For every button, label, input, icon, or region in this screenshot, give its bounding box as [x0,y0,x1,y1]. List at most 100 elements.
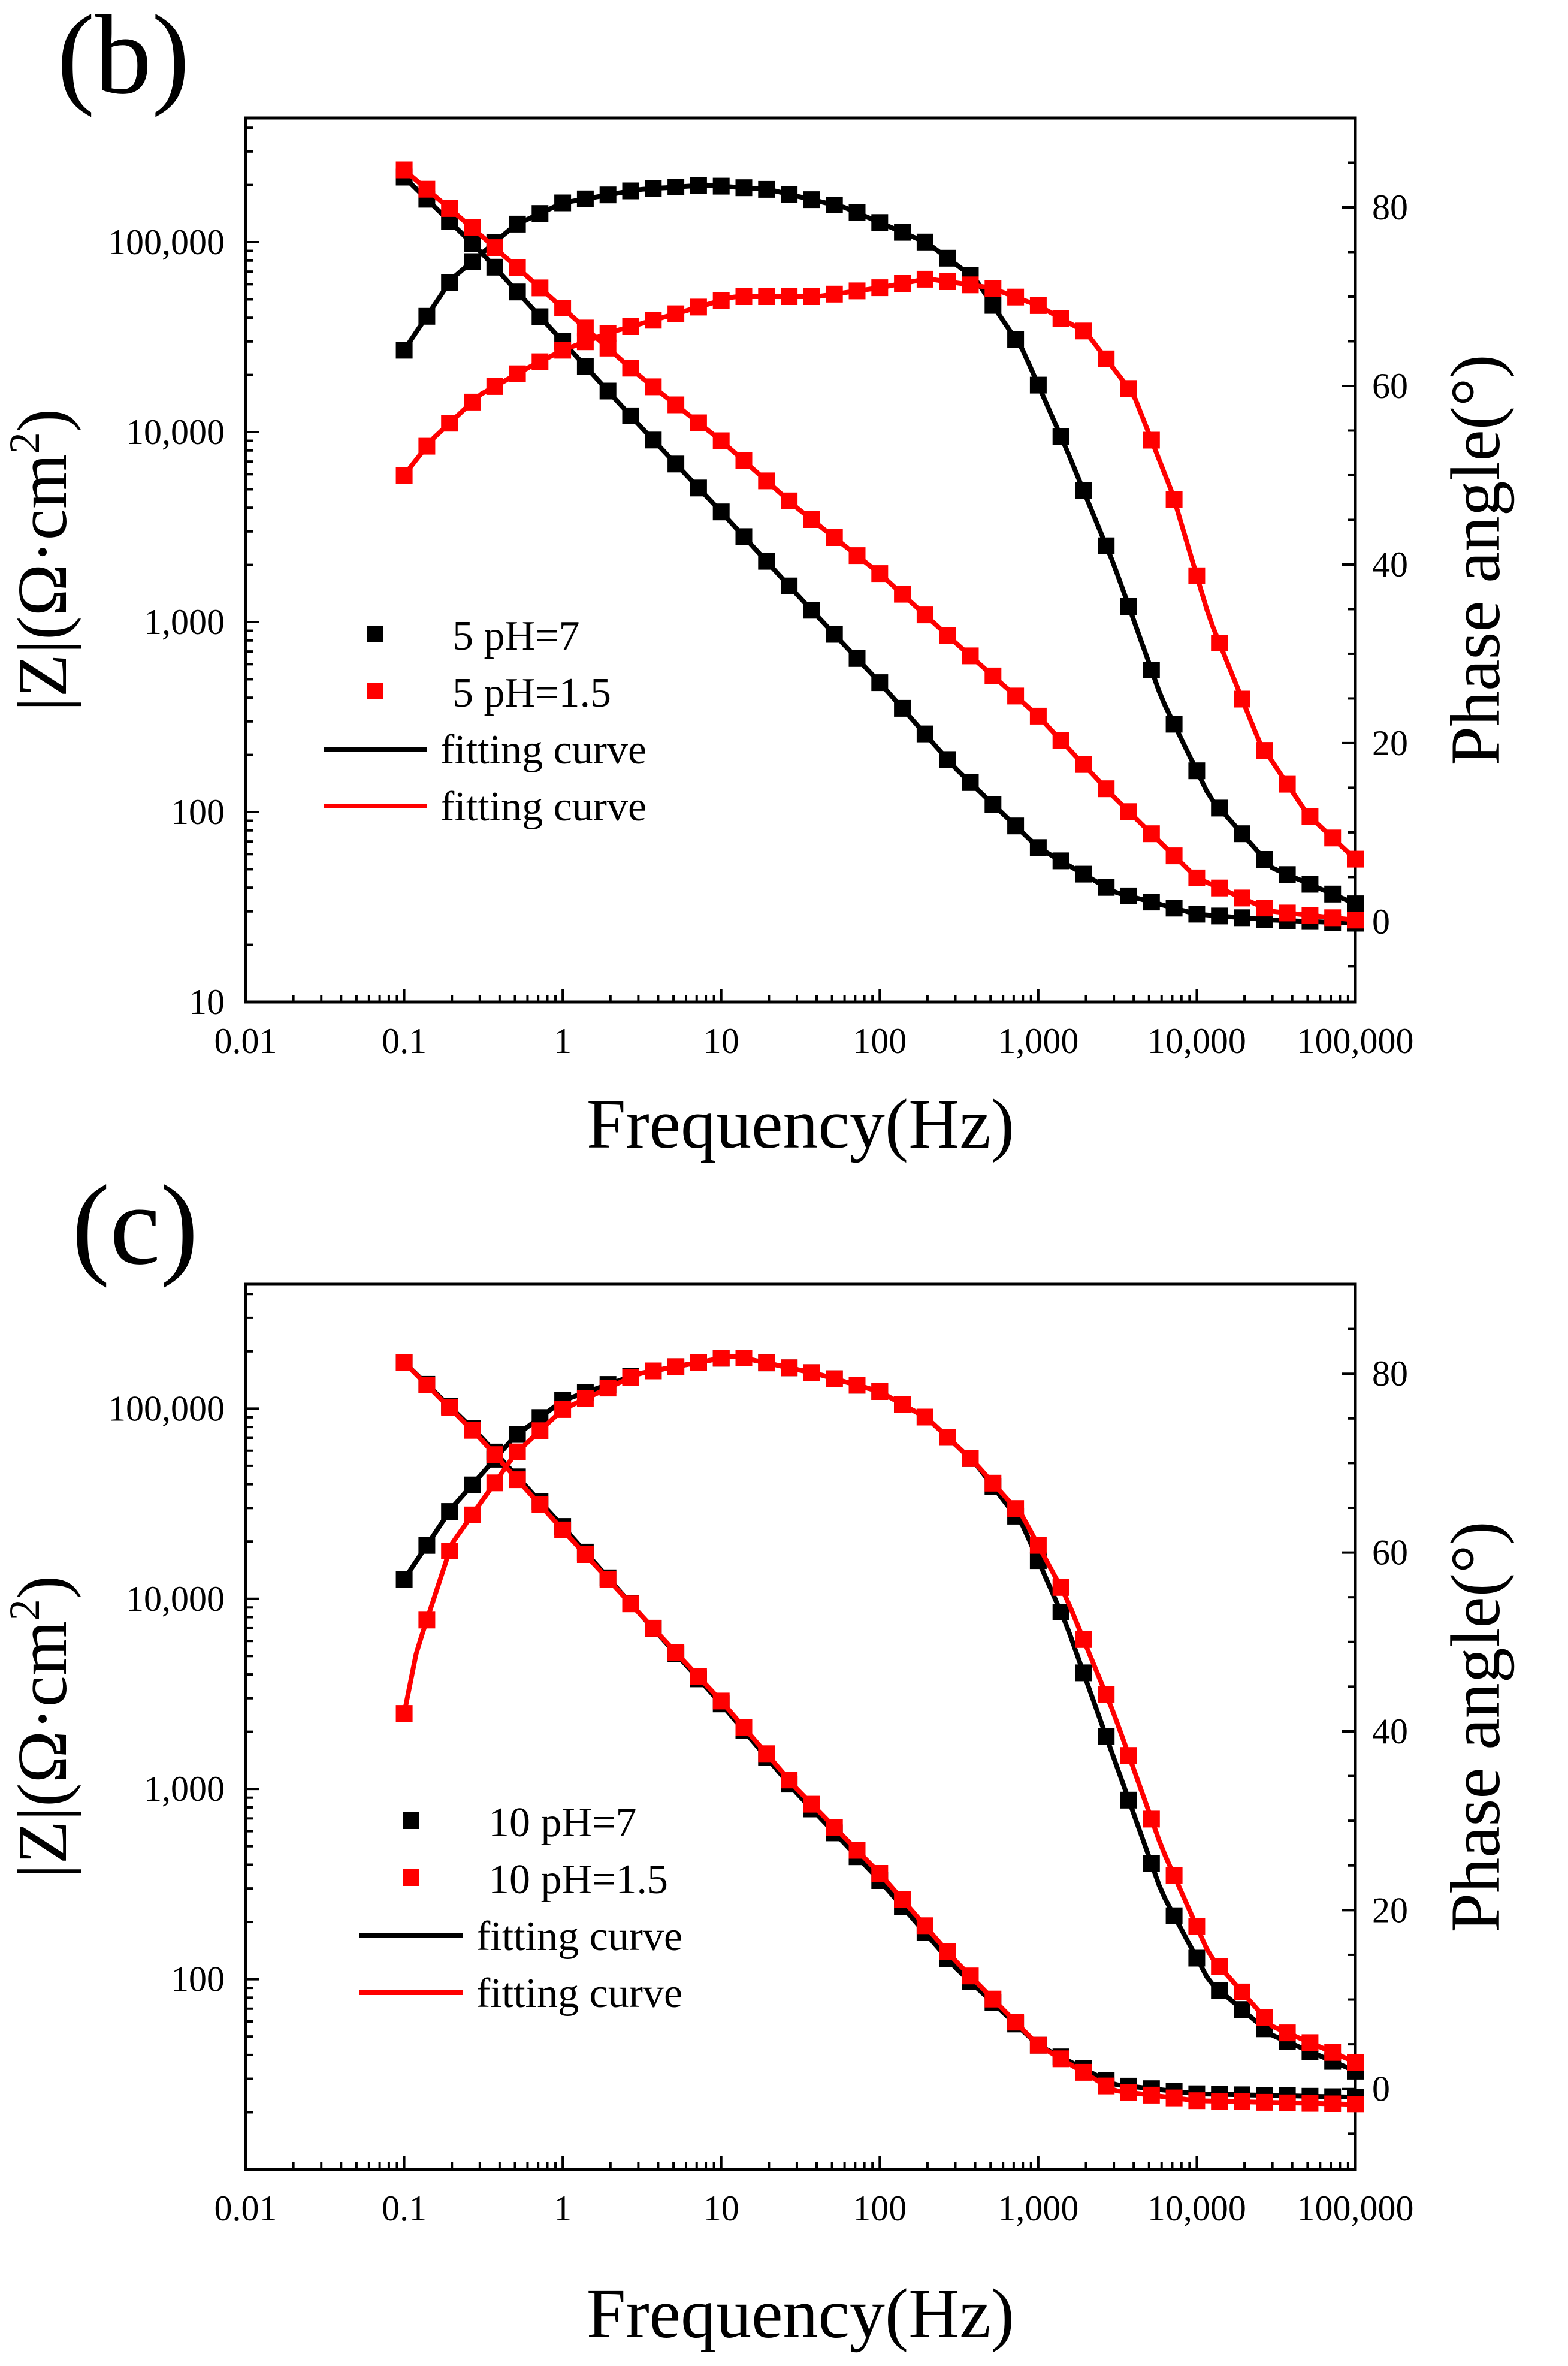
legend: 10 pH=7 10 pH=1.5 fitting curve fitting cur… [359,1800,682,2017]
data-marker [1301,2034,1319,2051]
plot-area [395,161,1364,932]
data-marker [554,194,572,212]
data-marker [1211,1958,1228,1975]
data-marker [826,626,843,643]
x-tick-label: 100 [853,1021,907,1061]
data-marker [1324,2044,1342,2061]
data-marker [576,1546,594,1563]
data-marker [1188,762,1206,780]
data-marker [1301,808,1319,825]
data-marker [1098,1728,1115,1745]
data-marker [735,528,753,545]
data-marker [1324,2095,1342,2112]
data-marker [1143,431,1160,449]
data-marker [984,297,1002,314]
data-marker [576,358,594,375]
data-marker [1052,732,1069,749]
data-marker [509,365,526,382]
data-marker [1007,1500,1025,1517]
data-marker [395,161,413,179]
x-tick-label: 0.01 [214,1021,277,1061]
y-right-tick-label: 60 [1372,366,1408,406]
x-axis-ticks: 0.01 0.1 1 10 100 1,000 10,000 100,000 [214,989,1414,1061]
data-marker [848,1842,866,1859]
data-marker [1347,850,1364,868]
data-marker [1052,852,1069,870]
data-marker [1120,1747,1137,1764]
y-left-axis-title: |Z|(Ω·cm2) [1,1576,81,1878]
x-tick-label: 1 [554,2189,572,2228]
data-marker [576,1390,594,1407]
data-marker [1211,907,1228,925]
data-marker [1188,906,1206,923]
data-marker [622,360,639,377]
data-marker [690,177,707,194]
data-marker [1007,687,1025,705]
data-marker [418,307,436,325]
plot-frame [244,1282,1357,2171]
legend-label: fitting curve [440,727,646,773]
y-left-title-close: ) [3,1576,81,1599]
data-marker [486,1446,503,1463]
data-marker [1029,376,1047,394]
data-marker [599,1571,617,1588]
data-marker [962,1450,979,1467]
data-marker [1211,1982,1228,1999]
data-marker [599,186,617,204]
data-marker [486,378,503,395]
data-marker [1211,635,1228,651]
y-right-axis-title: Phase angle(°) [1436,1521,1515,1932]
data-marker [1007,288,1025,306]
data-marker [1120,2084,1137,2101]
data-marker [848,282,866,300]
data-marker [871,1865,889,1882]
data-marker [441,200,458,217]
data-marker [1120,380,1137,397]
data-marker [1075,865,1092,883]
data-marker [667,396,685,414]
x-tick-label: 10,000 [1147,1021,1246,1061]
y-right-tick-label: 80 [1372,188,1408,227]
data-marker [916,606,933,624]
data-marker [826,1370,843,1387]
data-marker [984,667,1002,684]
legend-label: 10 pH=1.5 [488,1857,668,1903]
data-marker [962,276,979,294]
data-marker [1120,803,1137,820]
x-axis-title: Frequency(Hz) [587,1085,1014,1163]
data-marker [418,1377,436,1393]
data-marker [1256,2093,1273,2111]
chart-panel-b: (b)0.01 0.1 1 10 100 1,000 10,000 100,000101001… [1,0,1515,1163]
data-marker [1279,866,1296,883]
data-marker [645,1619,662,1637]
y-right-tick-label: 80 [1372,1354,1408,1393]
data-marker [1098,780,1115,798]
data-marker [803,191,820,209]
data-marker [464,253,481,270]
data-marker [1256,2009,1273,2026]
y-right-axis-ticks: 0 20 40 60 80 [1342,161,1408,968]
data-marker [984,1474,1002,1492]
data-marker [554,1521,572,1538]
data-marker [1347,2054,1364,2071]
data-marker [894,586,911,603]
data-marker [848,547,866,565]
data-marker [554,1401,572,1418]
y-right-axis-ticks: 0 20 40 60 80 [1342,1327,1408,2135]
data-marker [531,353,549,370]
data-marker [667,1358,685,1375]
data-marker [1075,482,1092,499]
data-marker [1075,2063,1092,2081]
data-marker [758,1745,775,1763]
data-marker [758,553,775,570]
data-marker [916,1917,933,1935]
y-right-tick-label: 20 [1372,1890,1408,1930]
data-marker [509,1471,526,1489]
data-marker [554,300,572,316]
data-marker [486,258,503,276]
data-marker [690,1354,707,1371]
data-marker [599,382,617,400]
data-marker [848,1377,866,1394]
data-marker [622,182,639,200]
